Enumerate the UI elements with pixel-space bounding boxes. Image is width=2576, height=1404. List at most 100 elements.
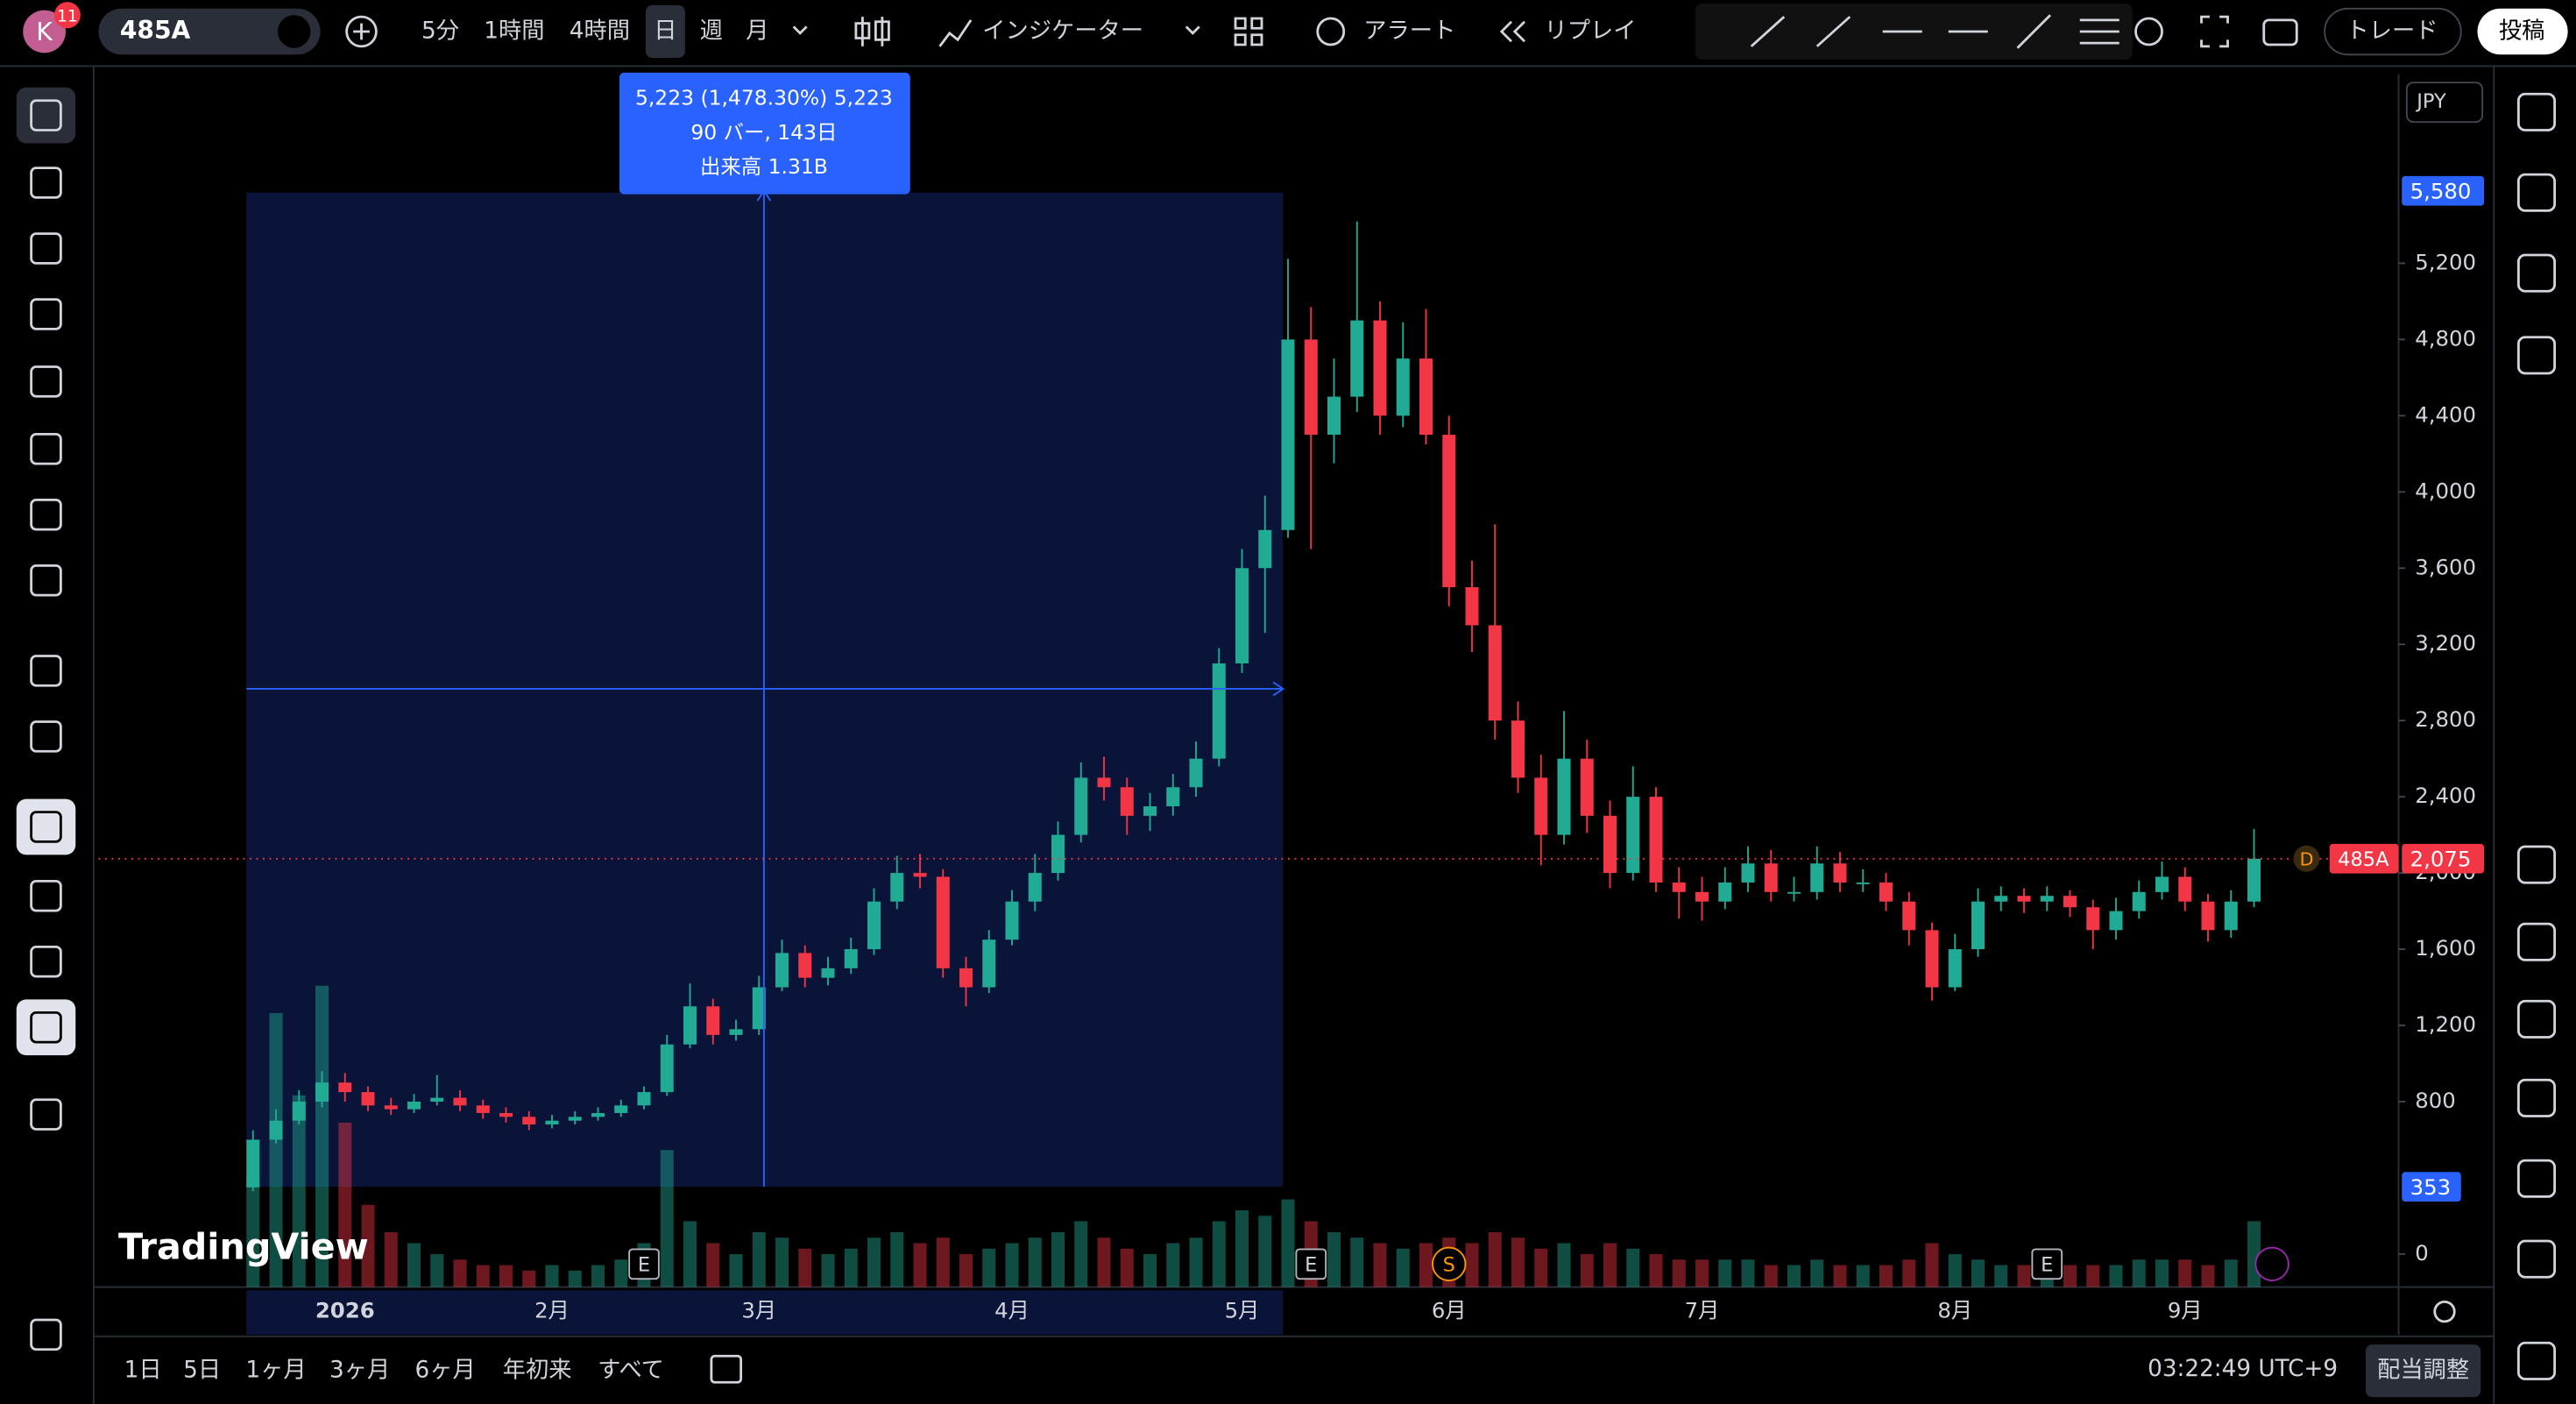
tool-icon[interactable] xyxy=(30,167,62,199)
sidebar-icon[interactable] xyxy=(2516,92,2557,131)
sidebar-icon[interactable] xyxy=(2516,1239,2557,1279)
candle-body xyxy=(2017,896,2031,902)
sidebar-icon[interactable] xyxy=(2516,1341,2557,1380)
volume-bar xyxy=(1488,1232,1502,1287)
replay-icon[interactable] xyxy=(1499,20,1525,43)
volume-bar xyxy=(2109,1265,2123,1287)
tool-icon[interactable] xyxy=(30,432,62,465)
sidebar-icon[interactable] xyxy=(2516,999,2557,1039)
tool-icon[interactable] xyxy=(30,720,62,753)
range[interactable]: 1日 xyxy=(124,1358,162,1384)
tool-icon[interactable] xyxy=(30,1098,62,1131)
tool-active[interactable] xyxy=(16,999,76,1056)
trade-button[interactable] xyxy=(2324,7,2462,56)
screenshot[interactable] xyxy=(2262,18,2298,46)
sidebar-icon[interactable] xyxy=(2516,922,2557,961)
tool-icon[interactable] xyxy=(30,879,62,912)
fullscreen[interactable] xyxy=(2200,15,2229,48)
tool-icon[interactable] xyxy=(30,498,62,531)
volume-bar xyxy=(1557,1243,1571,1287)
volume-bar xyxy=(1833,1265,1847,1287)
interval[interactable]: 月 xyxy=(746,18,768,45)
interval[interactable]: 5分 xyxy=(421,18,459,45)
candle-body xyxy=(1764,863,1778,892)
candle-body xyxy=(1971,901,1985,950)
interval[interactable]: 日 xyxy=(654,18,676,45)
avatar[interactable] xyxy=(23,10,66,53)
range[interactable]: 6ヶ月 xyxy=(415,1358,476,1384)
candle-body xyxy=(1235,568,1249,663)
chart-type[interactable] xyxy=(854,17,890,46)
candle-body xyxy=(1465,586,1479,626)
range[interactable]: 3ヶ月 xyxy=(329,1358,390,1384)
indicators[interactable]: インジケーター xyxy=(982,18,1143,45)
alert-icon[interactable] xyxy=(1316,17,1346,46)
sidebar-icon[interactable] xyxy=(2516,336,2557,375)
tool-icon[interactable] xyxy=(30,232,62,265)
x-tick-label: 7月 xyxy=(1685,1298,1720,1323)
sidebar-icon[interactable] xyxy=(2516,1078,2557,1117)
candle-body xyxy=(315,1082,329,1102)
tool-active[interactable] xyxy=(16,87,76,144)
interval[interactable]: 4時間 xyxy=(570,18,630,45)
y-tick-label: 1,600 xyxy=(2415,935,2476,961)
candle-body xyxy=(476,1105,490,1114)
tool-icon[interactable] xyxy=(30,811,62,843)
event-marker[interactable] xyxy=(1432,1246,1467,1281)
candle-body xyxy=(752,987,766,1030)
volume-bar xyxy=(1212,1221,1226,1287)
symbol-search[interactable] xyxy=(98,8,321,55)
tool-icon[interactable] xyxy=(30,1318,62,1351)
tool-icon[interactable] xyxy=(30,1010,62,1044)
publish-button[interactable] xyxy=(2477,8,2568,55)
indicator-more[interactable] xyxy=(1185,25,1200,35)
interval[interactable]: 週 xyxy=(700,18,723,45)
tool-active[interactable] xyxy=(16,798,76,855)
y-tick-label: 2,800 xyxy=(2415,706,2476,732)
volume-bar xyxy=(315,985,329,1287)
range[interactable]: 5日 xyxy=(183,1358,221,1384)
candle-body xyxy=(1626,797,1640,874)
volume-bar xyxy=(2132,1259,2146,1287)
tool-icon[interactable] xyxy=(30,564,62,597)
alerts[interactable]: アラート xyxy=(1363,18,1455,45)
event-label: S xyxy=(1443,1254,1455,1277)
volume-bar xyxy=(1626,1248,1640,1287)
event-label: E xyxy=(638,1254,650,1277)
tool-icon[interactable] xyxy=(30,99,62,131)
sidebar-icon[interactable] xyxy=(2516,173,2557,212)
candle-body xyxy=(982,940,996,988)
sidebar-icon[interactable] xyxy=(2516,1159,2557,1198)
dividend-marker[interactable] xyxy=(2254,1246,2289,1281)
interval-more[interactable] xyxy=(792,25,808,35)
range[interactable]: 年初来 xyxy=(503,1358,572,1384)
symbol-icon[interactable] xyxy=(277,15,311,48)
layout-icon[interactable] xyxy=(1234,17,1263,46)
sidebar-icon[interactable] xyxy=(2516,845,2557,884)
event-marker[interactable] xyxy=(2031,1248,2063,1280)
volume-bar xyxy=(1718,1259,1732,1287)
settings[interactable] xyxy=(2134,17,2163,46)
goto-date[interactable] xyxy=(710,1354,743,1384)
tool-icon[interactable] xyxy=(30,655,62,687)
drawing-tools[interactable] xyxy=(1750,14,2120,49)
currency-button[interactable] xyxy=(2405,82,2484,124)
event-marker[interactable] xyxy=(628,1248,660,1280)
indicator-icon[interactable] xyxy=(938,19,973,47)
tool-icon[interactable] xyxy=(30,365,62,398)
interval[interactable]: 1時間 xyxy=(484,18,544,45)
event-marker[interactable] xyxy=(1295,1248,1327,1280)
candle-body xyxy=(1787,891,1801,894)
volume-bar xyxy=(430,1254,444,1287)
candle-body xyxy=(1189,758,1203,788)
axis-settings[interactable] xyxy=(2433,1300,2456,1323)
adjust-button[interactable] xyxy=(2366,1344,2481,1398)
tool-icon[interactable] xyxy=(30,945,62,978)
candle-body xyxy=(1005,901,1019,940)
range[interactable]: 1ヶ月 xyxy=(245,1358,306,1384)
replay[interactable]: リプレイ xyxy=(1545,18,1637,45)
tool-icon[interactable] xyxy=(30,298,62,330)
range[interactable]: すべて xyxy=(598,1358,664,1384)
sidebar-icon[interactable] xyxy=(2516,253,2557,293)
add-symbol[interactable] xyxy=(345,15,378,48)
